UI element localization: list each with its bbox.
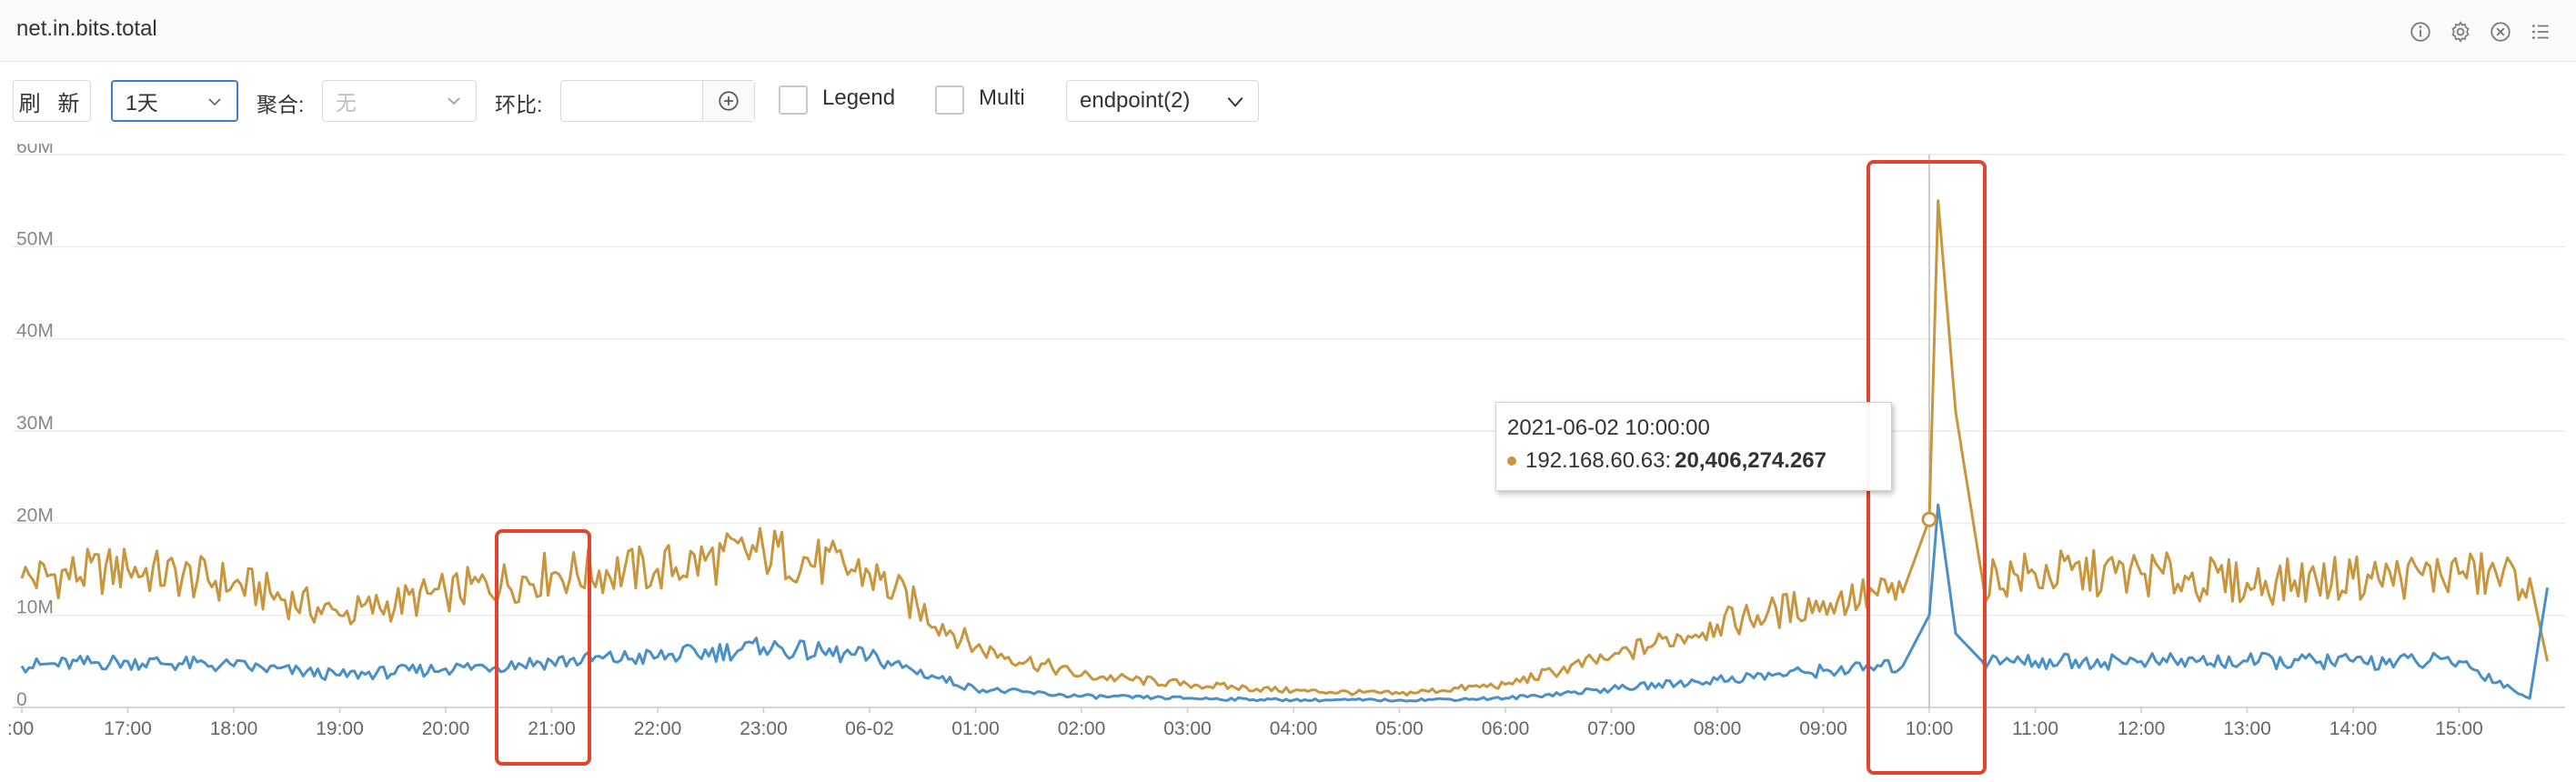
x-tick-label: 03:00	[1163, 718, 1212, 739]
series-color-dot	[1507, 456, 1516, 466]
hover-point	[1921, 511, 1937, 527]
x-tick-label: 12:00	[2118, 718, 2166, 739]
tooltip-time: 2021-06-02 10:00:00	[1507, 416, 1710, 440]
compare-label: 环比:	[495, 93, 543, 116]
series-line-blue	[20, 503, 2550, 703]
x-tick-label: 09:00	[1799, 718, 1847, 739]
x-tick-label: 01:00	[951, 718, 1000, 739]
x-tick-label: 04:00	[1270, 718, 1318, 739]
panel-title: net.in.bits.total	[16, 16, 157, 41]
x-tick-label: 19:00	[316, 718, 364, 739]
legend-checkbox[interactable]	[779, 85, 808, 115]
x-tick-label: 10:00	[1906, 718, 1954, 739]
panel-header: net.in.bits.total	[0, 0, 2576, 62]
x-tick-label: 14:00	[2329, 718, 2378, 739]
gear-icon[interactable]	[2449, 20, 2472, 44]
aggregate-select[interactable]: 无	[322, 80, 477, 122]
aggregate-label: 聚合:	[257, 93, 305, 116]
compare-input[interactable]	[560, 80, 755, 122]
series-line-orange	[20, 199, 2550, 697]
y-tick-label: 50M	[16, 228, 54, 249]
x-tick-label: 23:00	[740, 718, 788, 739]
y-tick-label: 10M	[16, 597, 54, 618]
list-icon[interactable]	[2529, 20, 2552, 44]
chart-canvas: 0 10M 20M 30M 40M 50M 60M :00 17:00 18:00 19:00 20:…	[7, 144, 2565, 775]
aggregate-value: 无	[336, 91, 357, 115]
x-tick-label: 05:00	[1375, 718, 1424, 739]
chevron-down-icon	[1227, 96, 1243, 107]
endpoint-value: endpoint(2)	[1080, 88, 1191, 113]
x-tick-label: 21:00	[528, 718, 576, 739]
legend-label: Legend	[822, 85, 896, 110]
tooltip-value: 20,406,274.267	[1675, 448, 1826, 473]
y-tick-label: 40M	[16, 321, 54, 342]
info-icon[interactable]	[2409, 20, 2432, 44]
refresh-button[interactable]: 刷 新	[13, 80, 91, 122]
tooltip-separator: :	[1665, 448, 1672, 473]
plus-circle-icon	[719, 91, 739, 111]
line-chart[interactable]: 0 10M 20M 30M 40M 50M 60M :00 17:00 18:00 19:00 20:…	[0, 144, 2576, 782]
chart-tooltip: 2021-06-02 10:00:00 192.168.60.63: 20,40…	[1495, 402, 1892, 491]
multi-checkbox[interactable]	[935, 85, 964, 115]
close-circle-icon[interactable]	[2489, 20, 2512, 44]
x-tick-label: 18:00	[210, 718, 258, 739]
add-compare-button[interactable]	[702, 81, 754, 121]
x-tick-label: 20:00	[422, 718, 470, 739]
x-tick-label: 13:00	[2223, 718, 2271, 739]
x-tick-label: 02:00	[1058, 718, 1106, 739]
y-tick-label: 60M	[16, 144, 54, 157]
endpoint-select[interactable]: endpoint(2)	[1066, 80, 1259, 122]
x-tick-label: 17:00	[104, 718, 152, 739]
x-tick-label: 22:00	[634, 718, 682, 739]
y-tick-label: 30M	[16, 413, 54, 434]
multi-label: Multi	[979, 85, 1025, 110]
time-range-select[interactable]: 1天	[111, 80, 238, 122]
x-tick-label: 08:00	[1694, 718, 1742, 739]
x-tick-label: :00	[7, 718, 34, 739]
y-tick-label: 0	[16, 689, 27, 710]
chevron-down-icon	[448, 97, 460, 105]
tooltip-series: 192.168.60.63	[1525, 448, 1665, 473]
highlight-box-2100	[495, 529, 591, 766]
toolbar: 刷 新 1天 聚合: 无 环比: Legend Multi endpoint(2…	[0, 62, 2576, 144]
x-tick-label: 11:00	[2012, 718, 2058, 739]
chevron-down-icon	[208, 98, 221, 106]
x-tick-label: 06:00	[1482, 718, 1530, 739]
x-tick-label: 06-02	[845, 718, 894, 739]
y-tick-label: 20M	[16, 505, 54, 526]
header-icons	[2409, 20, 2552, 44]
x-tick-label: 07:00	[1587, 718, 1635, 739]
time-range-value: 1天	[126, 91, 158, 115]
x-tick-label: 15:00	[2435, 718, 2483, 739]
